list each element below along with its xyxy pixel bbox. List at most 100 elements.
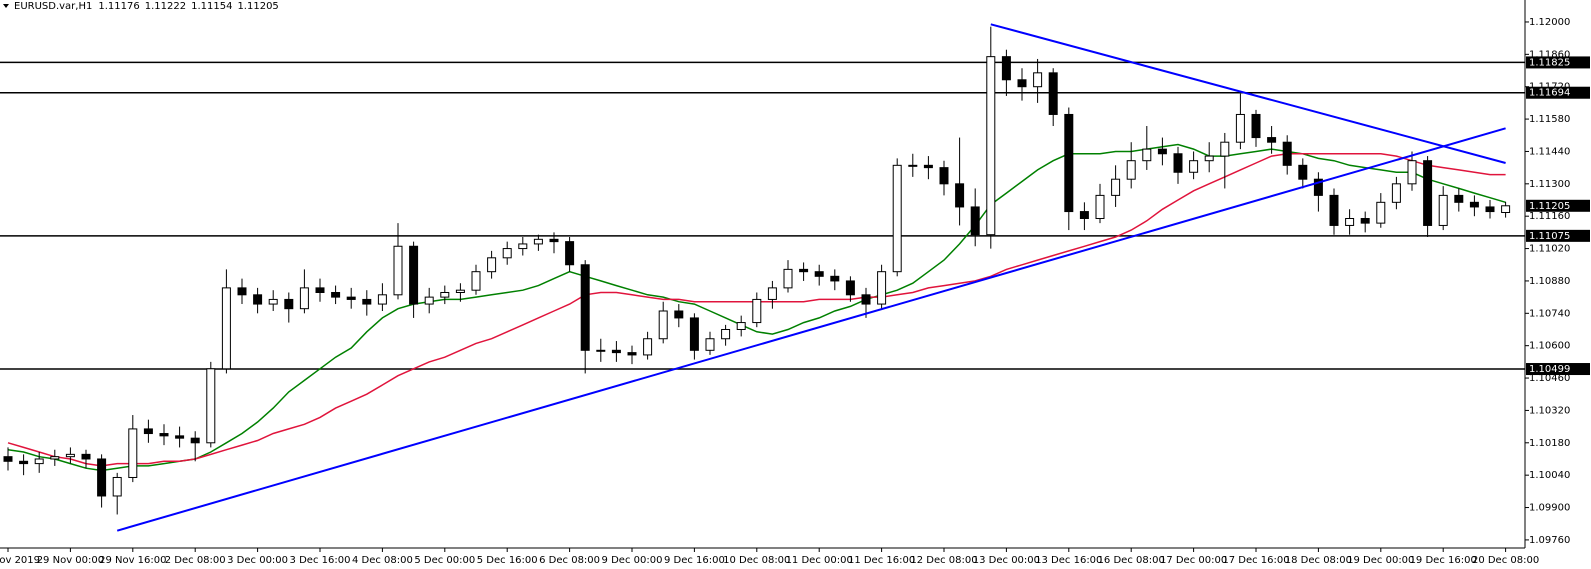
candle-body	[1423, 160, 1433, 226]
x-tick-label: 20 Dec 08:00	[1472, 555, 1539, 566]
candle-body	[1407, 160, 1417, 185]
y-tick-label: 1.11860	[1529, 49, 1570, 60]
x-tick-label: 12 Dec 08:00	[910, 555, 977, 566]
plot-area	[0, 23, 1525, 532]
candle-body	[253, 294, 263, 305]
candle-body	[65, 453, 75, 458]
candle-body	[268, 298, 278, 305]
candle-body	[658, 310, 668, 340]
x-tick-label: 13 Dec 00:00	[973, 555, 1040, 566]
candle-body	[955, 183, 965, 208]
x-tick-label: 9 Dec 16:00	[664, 555, 725, 566]
candle-body	[471, 271, 481, 291]
candle-body	[736, 322, 746, 330]
candle-body	[814, 271, 824, 277]
candle-body	[1235, 113, 1245, 143]
y-tick-label: 1.10740	[1529, 308, 1570, 319]
y-tick-label: 1.09760	[1529, 535, 1570, 546]
candle-body	[97, 458, 107, 497]
candle-body	[143, 428, 153, 435]
candle-body	[1501, 205, 1511, 213]
x-tick-label: 5 Dec 00:00	[414, 555, 475, 566]
candle-body	[502, 248, 512, 259]
candle-body	[689, 317, 699, 351]
level-label: 1.11075	[1529, 231, 1570, 242]
price-label-box	[1526, 199, 1590, 212]
x-tick-label: 4 Dec 08:00	[352, 555, 413, 566]
candle-body	[939, 167, 949, 185]
candle-body	[455, 289, 465, 293]
trendline	[116, 127, 1506, 532]
x-tick-label: 2 Dec 08:00	[165, 555, 226, 566]
candle-body	[1469, 201, 1479, 208]
symbol-label: EURUSD.var,H1	[14, 1, 92, 12]
y-tick-label: 1.09900	[1529, 503, 1570, 514]
candle-body	[19, 460, 29, 465]
candle-body	[1454, 194, 1464, 203]
candle-body	[908, 164, 918, 167]
candle-body	[1360, 218, 1370, 224]
candle-body	[1142, 148, 1152, 162]
candle-body	[1033, 72, 1043, 88]
candle-body	[549, 238, 559, 243]
y-tick-label: 1.10600	[1529, 341, 1570, 352]
candle-body	[1189, 160, 1199, 173]
candle-body	[50, 456, 60, 460]
candle-body	[705, 338, 715, 351]
x-tick-label: 9 Dec 00:00	[602, 555, 663, 566]
candle-body	[440, 291, 450, 298]
candle-body	[1220, 141, 1230, 157]
candle-body	[1251, 113, 1261, 139]
candle-body	[1313, 178, 1323, 196]
candle-body	[175, 435, 185, 439]
candle-body	[643, 338, 653, 356]
candle-body	[331, 291, 341, 298]
y-tick-label: 1.10880	[1529, 276, 1570, 287]
y-tick-label: 1.10460	[1529, 373, 1570, 384]
x-tick-label: 10 Dec 08:00	[723, 555, 790, 566]
y-tick-label: 1.11160	[1529, 211, 1570, 222]
candle-body	[237, 287, 247, 296]
y-tick-label: 1.10320	[1529, 405, 1570, 416]
ohlc-label: 1.11176	[98, 1, 139, 12]
y-tick-label: 1.10040	[1529, 470, 1570, 481]
y-tick-label: 1.11300	[1529, 179, 1570, 190]
candle-body	[596, 349, 606, 352]
candle-body	[409, 245, 419, 305]
candle-body	[1485, 206, 1495, 213]
level-label-box	[1526, 56, 1590, 69]
candle-body	[721, 328, 731, 340]
x-tick-label: 11 Dec 16:00	[848, 555, 915, 566]
candle-body	[611, 349, 621, 354]
candle-body	[1001, 56, 1011, 81]
candle-body	[1079, 211, 1089, 220]
candle-body	[845, 280, 855, 296]
candle-body	[799, 268, 809, 273]
candle-body	[1173, 153, 1183, 173]
candle-body	[1157, 148, 1167, 155]
x-tick-label: 6 Dec 08:00	[539, 555, 600, 566]
x-tick-label: 5 Dec 16:00	[477, 555, 538, 566]
candle-body	[362, 298, 372, 305]
level-label-box	[1526, 229, 1590, 242]
candle-body	[565, 241, 575, 266]
ohlc-label: 1.11205	[237, 1, 278, 12]
x-tick-label: 28 Nov 2019	[0, 555, 40, 566]
candle-body	[487, 257, 497, 273]
candle-body	[190, 437, 200, 444]
x-tick-label: 19 Dec 16:00	[1410, 555, 1477, 566]
candle-body	[424, 296, 434, 305]
candle-body	[533, 238, 543, 245]
candle-body	[830, 275, 840, 282]
candle-body	[1298, 164, 1308, 180]
candle-body	[892, 164, 902, 273]
x-tick-label: 17 Dec 16:00	[1222, 555, 1289, 566]
candle-body	[518, 243, 528, 250]
ohlc-label: 1.11222	[145, 1, 186, 12]
x-tick-label: 3 Dec 00:00	[227, 555, 288, 566]
candle-body	[346, 296, 356, 300]
candle-body	[674, 310, 684, 319]
menu-arrow[interactable]	[3, 4, 9, 8]
